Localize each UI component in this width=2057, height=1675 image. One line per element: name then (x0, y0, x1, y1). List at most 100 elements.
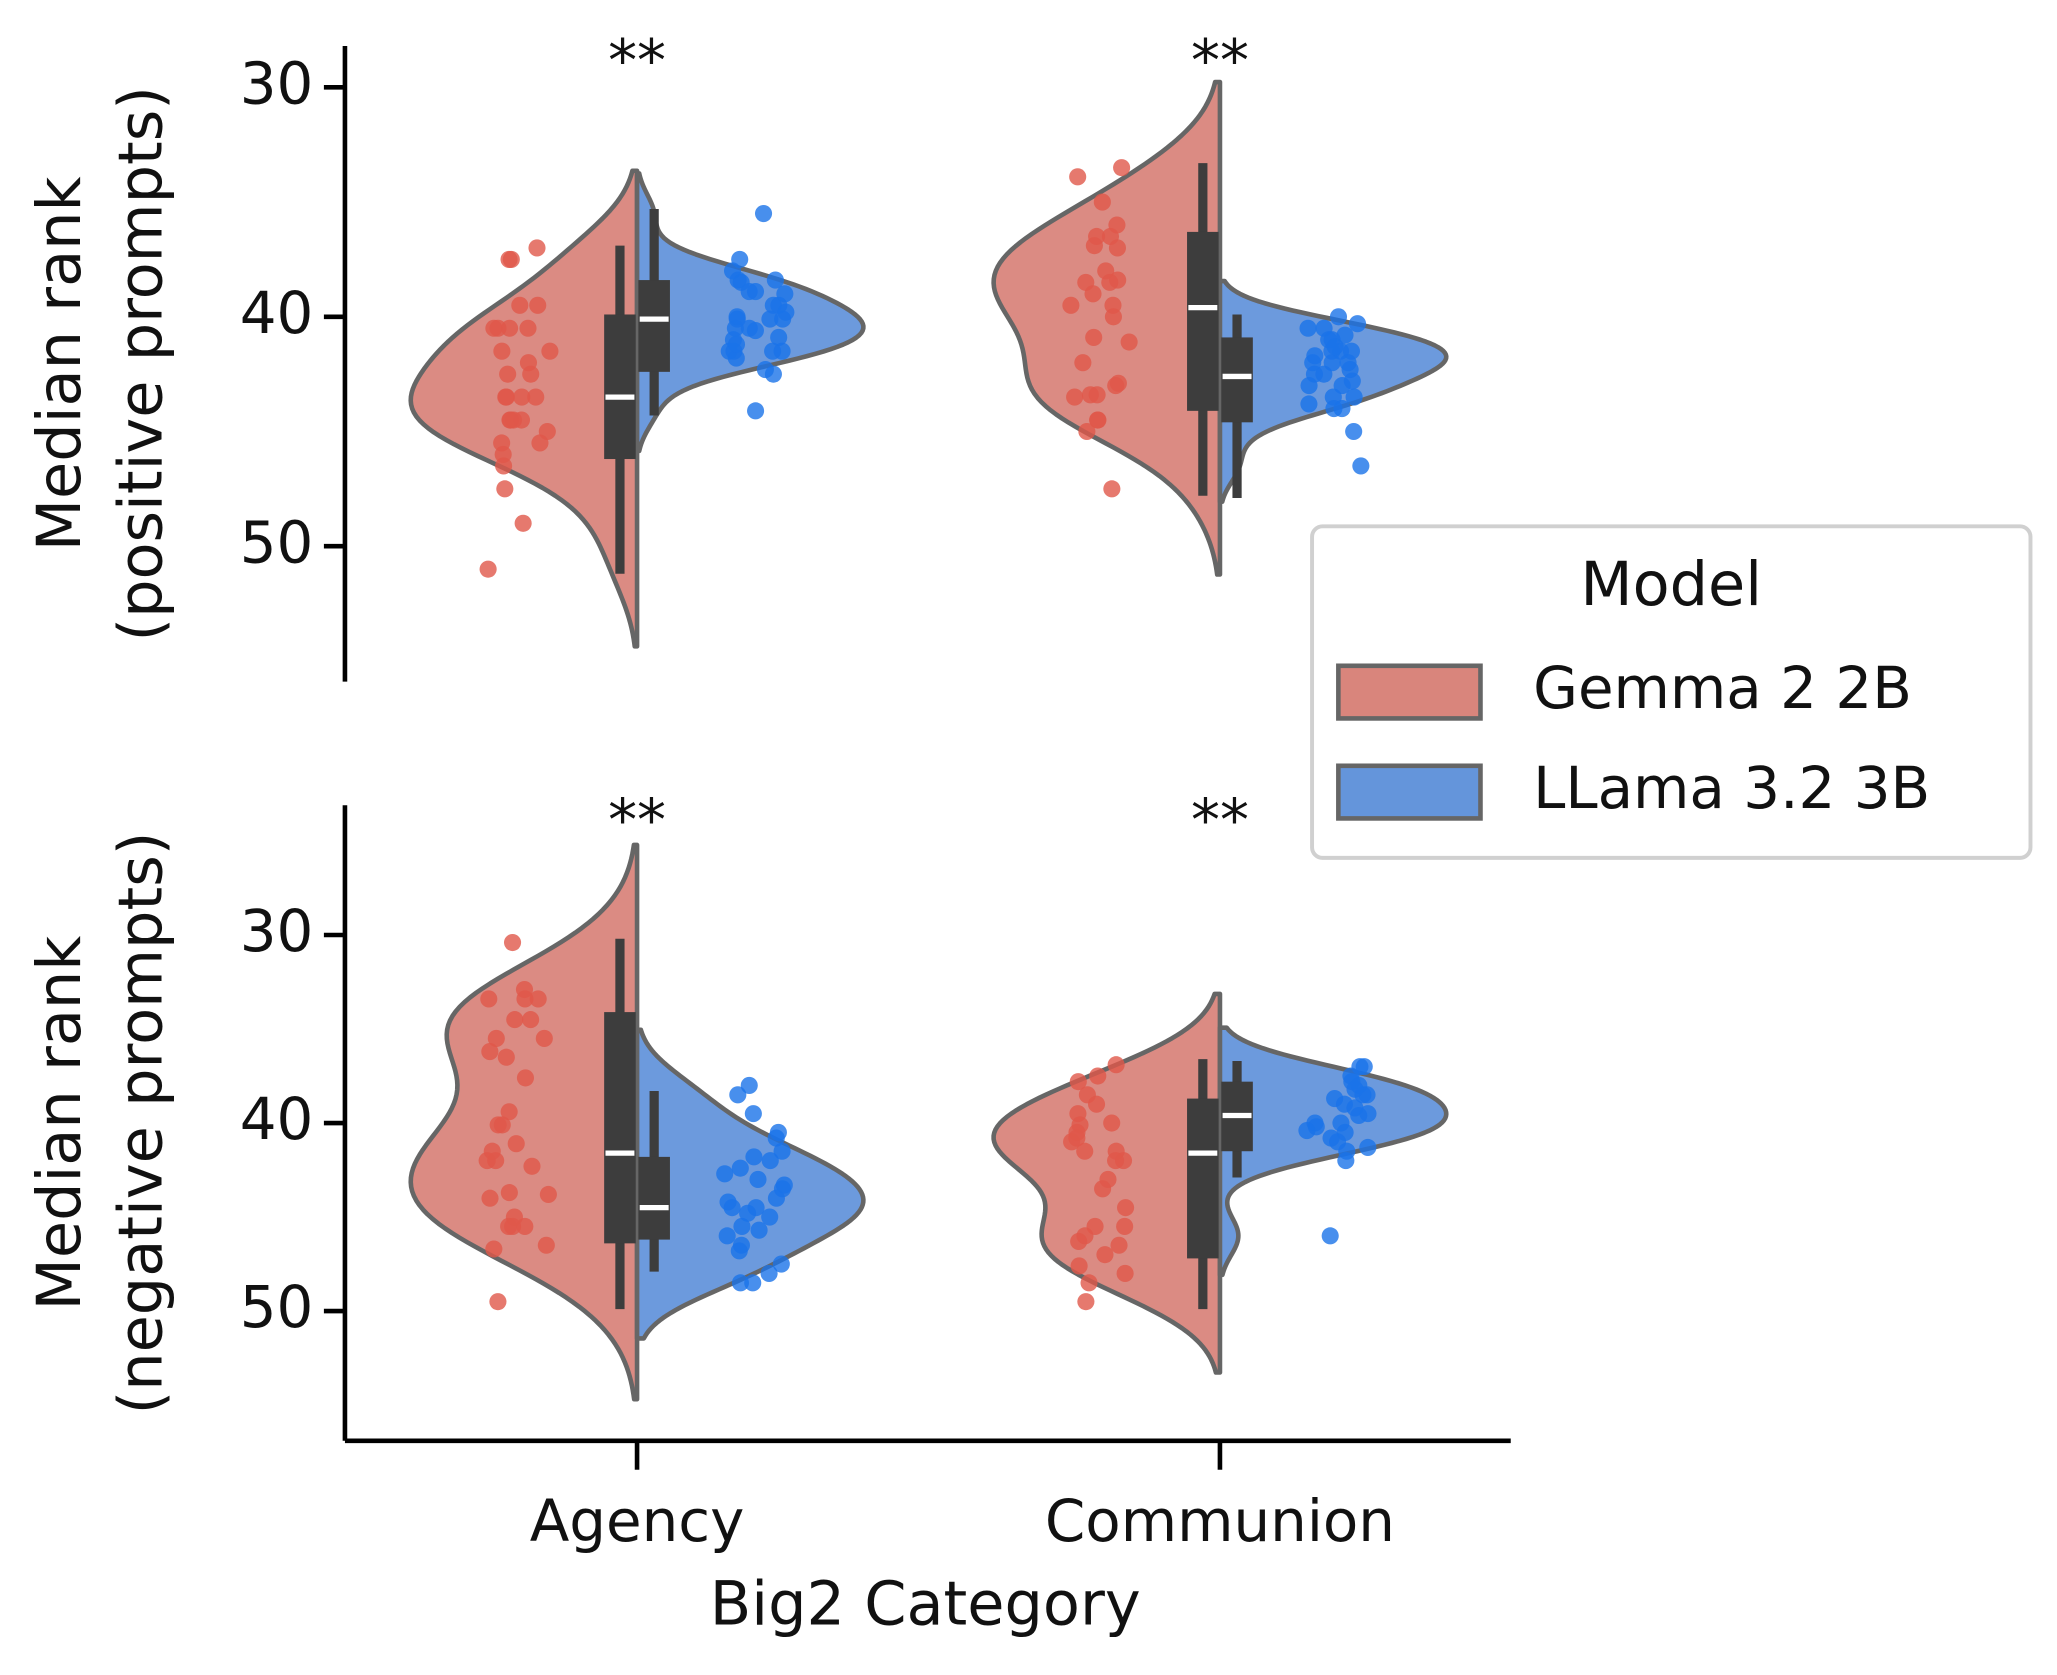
data-point (729, 1086, 747, 1104)
data-point (516, 990, 534, 1008)
data-point (764, 296, 782, 314)
y-axis-label: (negative prompts) (107, 832, 177, 1415)
data-point (1069, 1073, 1087, 1091)
data-point (493, 342, 511, 360)
data-point (499, 365, 517, 383)
data-point (487, 1029, 505, 1047)
data-point (1348, 315, 1367, 333)
legend-swatch (1336, 763, 1483, 821)
data-point (1343, 372, 1361, 390)
data-point (1089, 1067, 1107, 1085)
data-point (761, 1152, 779, 1170)
box-iqr (1187, 231, 1219, 411)
y-axis-label: Median rank (25, 176, 95, 551)
data-point (1326, 338, 1344, 356)
data-point (1077, 1293, 1095, 1311)
data-point (773, 1142, 791, 1160)
data-point (541, 342, 559, 360)
data-point (739, 1204, 757, 1222)
data-point (767, 1189, 785, 1207)
data-point (1346, 1080, 1364, 1098)
data-point (1325, 400, 1343, 418)
y-tick-label: 30 (240, 897, 314, 965)
box-iqr (1221, 337, 1253, 423)
data-point (1103, 1114, 1121, 1132)
data-point (527, 388, 545, 406)
data-point (503, 933, 522, 952)
data-point (481, 1189, 499, 1207)
data-point (1085, 328, 1103, 346)
data-point (480, 990, 498, 1008)
data-point (718, 1227, 736, 1245)
data-point (1096, 1246, 1114, 1264)
data-point (727, 349, 745, 367)
data-point (761, 1208, 779, 1226)
data-point (1093, 193, 1111, 211)
data-point (760, 1264, 778, 1282)
data-point (537, 1236, 555, 1254)
data-point (539, 1185, 557, 1204)
data-point (1336, 326, 1354, 344)
data-point (1103, 480, 1121, 498)
legend-frame (1310, 524, 2033, 860)
data-point (1074, 354, 1092, 372)
data-point (1346, 1099, 1364, 1117)
data-point (519, 319, 537, 337)
legend-swatch (1336, 663, 1483, 721)
data-point (535, 1029, 553, 1047)
data-point (522, 1011, 540, 1029)
data-point (500, 1103, 518, 1121)
legend-label: Gemma 2 2B (1533, 654, 1912, 722)
data-point (746, 321, 764, 340)
data-point (744, 1105, 762, 1123)
data-point (1352, 457, 1370, 475)
data-point (1107, 377, 1125, 395)
data-point (733, 1217, 751, 1235)
data-point (501, 411, 520, 429)
data-point (761, 310, 779, 328)
data-point (1066, 388, 1084, 406)
data-point (538, 422, 556, 441)
annotation: ** (1191, 786, 1249, 854)
data-point (1070, 1232, 1088, 1251)
data-point (719, 1193, 737, 1211)
box-iqr (604, 314, 636, 460)
x-axis-label: Big2 Category (710, 1569, 1141, 1639)
data-point (1088, 386, 1106, 404)
data-point (1120, 333, 1138, 351)
data-point (730, 1242, 748, 1260)
data-point (1300, 377, 1318, 395)
data-point (767, 1129, 785, 1147)
legend: Model Gemma 2 2B LLama 3.2 3B (1310, 524, 2033, 860)
box-iqr (604, 1012, 636, 1244)
x-tick-label: Agency (530, 1487, 745, 1555)
data-point (514, 514, 532, 532)
data-point (494, 445, 512, 463)
data-point (766, 271, 784, 289)
data-point (506, 1011, 524, 1029)
data-point (485, 1240, 503, 1258)
annotation: ** (1191, 27, 1249, 95)
y-tick-label: 40 (240, 1085, 314, 1153)
violin (408, 168, 640, 649)
y-tick-label: 50 (240, 1273, 314, 1341)
violin (634, 1027, 866, 1341)
data-point (1108, 239, 1126, 257)
violin (408, 842, 640, 1402)
data-point (731, 1274, 750, 1292)
data-point (1116, 1217, 1134, 1235)
data-point (1329, 308, 1348, 326)
data-point (505, 1208, 523, 1226)
data-point (744, 1274, 762, 1292)
data-point (489, 319, 507, 337)
y-tick-label: 50 (240, 508, 314, 576)
data-point (497, 388, 515, 406)
data-point (732, 273, 750, 291)
y-tick-label: 40 (240, 279, 314, 347)
annotation: ** (608, 786, 666, 854)
data-point (529, 296, 547, 314)
legend-label: LLama 3.2 3B (1533, 754, 1930, 822)
data-point (483, 1142, 501, 1160)
data-point (516, 1069, 535, 1087)
